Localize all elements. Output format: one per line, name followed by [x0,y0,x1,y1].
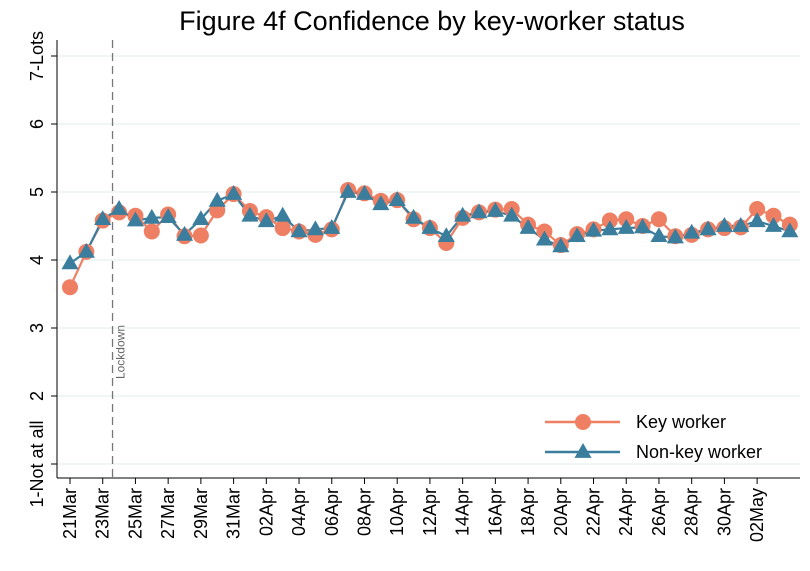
point [323,219,341,234]
x-tick-label: 20Apr [551,488,571,536]
x-tick-label: 21Mar [60,488,80,539]
x-tick-label: 27Mar [158,488,178,539]
point [143,208,161,224]
point [94,210,112,226]
point [62,279,78,296]
point [699,220,717,236]
point [650,211,667,228]
point [749,201,766,217]
point [77,242,95,258]
x-tick-label: 24Apr [616,488,636,536]
point [568,227,586,243]
point [683,223,701,239]
point [405,208,423,224]
x-tick-label: 23Mar [93,488,113,539]
chart-title: Figure 4f Confidence by key-worker statu… [179,6,685,36]
x-tick-label: 28Apr [682,488,702,536]
x-tick-label: 12Apr [420,488,440,536]
point [388,191,406,207]
legend-marker [574,443,592,458]
y-tick-label: 4 [27,255,47,265]
y-tick-label: 6 [27,119,47,129]
x-tick-label: 22Apr [584,488,604,536]
point [274,220,291,237]
x-tick-label: 04Apr [289,488,309,536]
y-tick-label: 2 [27,391,47,401]
x-tick-label: 06Apr [322,488,342,536]
y-tick-label: 5 [27,187,47,197]
x-tick-label: 25Mar [125,488,145,539]
x-tick-label: 18Apr [518,488,538,536]
point [535,230,553,246]
point [143,223,160,240]
x-tick-label: 30Apr [714,488,734,536]
legend-marker [575,414,591,430]
x-tick-label: 02May [747,488,767,542]
x-tick-label: 31Mar [224,488,244,539]
y-tick-label: 3 [27,323,47,333]
point [552,237,570,253]
point [715,217,733,232]
point [306,220,324,236]
point [159,208,177,224]
x-tick-label: 14Apr [453,488,473,536]
point [454,206,472,222]
point [601,220,619,236]
x-tick-label: 29Mar [191,488,211,539]
x-tick-label: 16Apr [485,488,505,536]
legend-label: Key worker [636,412,726,432]
point [225,185,243,200]
point [274,206,292,222]
lockdown-label: Lockdown [114,325,128,379]
point [470,203,488,219]
point [617,219,635,234]
x-tick-label: 26Apr [649,488,669,536]
point [175,225,194,241]
point [372,195,390,211]
point [61,254,79,270]
point [764,217,783,232]
y-tick-label: 7-Lots [27,31,47,81]
point [257,212,275,228]
point [110,200,128,215]
point [650,227,668,243]
point [290,222,308,238]
point [421,219,439,234]
point [192,210,210,226]
point [732,217,750,232]
x-tick-label: 10Apr [387,488,407,536]
point [241,206,259,222]
point [503,206,521,222]
x-tick-label: 08Apr [354,488,374,536]
point [126,211,144,227]
point [486,202,504,217]
point [192,227,209,244]
y-tick-label: 1-Not at all [27,420,47,507]
point [355,185,374,200]
point [666,228,684,244]
point [519,219,537,234]
point [584,221,603,237]
point [748,212,766,228]
point [208,191,226,207]
point [634,218,652,234]
x-tick-label: 02Apr [256,488,276,536]
legend-label: Non-key worker [636,442,762,462]
point [781,222,799,238]
point [765,207,782,224]
point [437,227,455,243]
point [339,183,357,198]
